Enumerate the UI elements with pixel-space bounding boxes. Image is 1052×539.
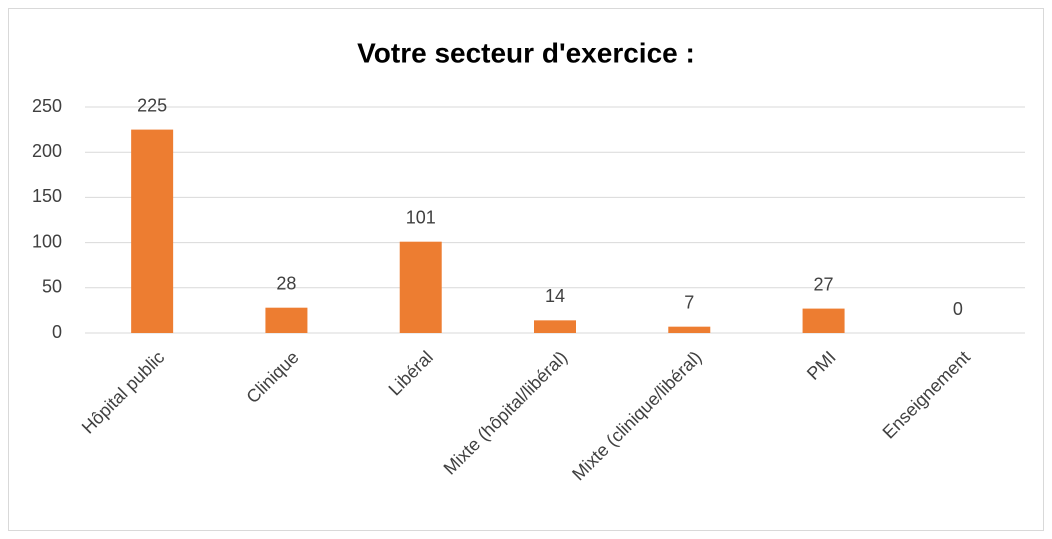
y-tick-label: 0	[52, 322, 62, 342]
bar	[131, 129, 174, 333]
bar	[802, 308, 845, 333]
bar	[668, 326, 711, 333]
chart-title: Votre secteur d'exercice :	[357, 37, 695, 68]
data-label: 0	[953, 299, 963, 319]
chart-border	[8, 8, 1044, 531]
y-tick-label: 100	[32, 231, 62, 251]
data-label: 27	[814, 274, 834, 294]
bar	[534, 320, 576, 333]
y-tick-label: 200	[32, 141, 62, 161]
bar	[265, 307, 308, 333]
data-label: 14	[545, 286, 565, 306]
data-label: 225	[137, 95, 167, 115]
y-tick-label: 150	[32, 186, 62, 206]
data-label: 28	[276, 273, 296, 293]
data-label: 101	[406, 207, 436, 227]
data-label: 7	[684, 292, 694, 312]
bar	[399, 241, 442, 333]
y-tick-label: 250	[32, 96, 62, 116]
y-tick-label: 50	[42, 277, 62, 297]
